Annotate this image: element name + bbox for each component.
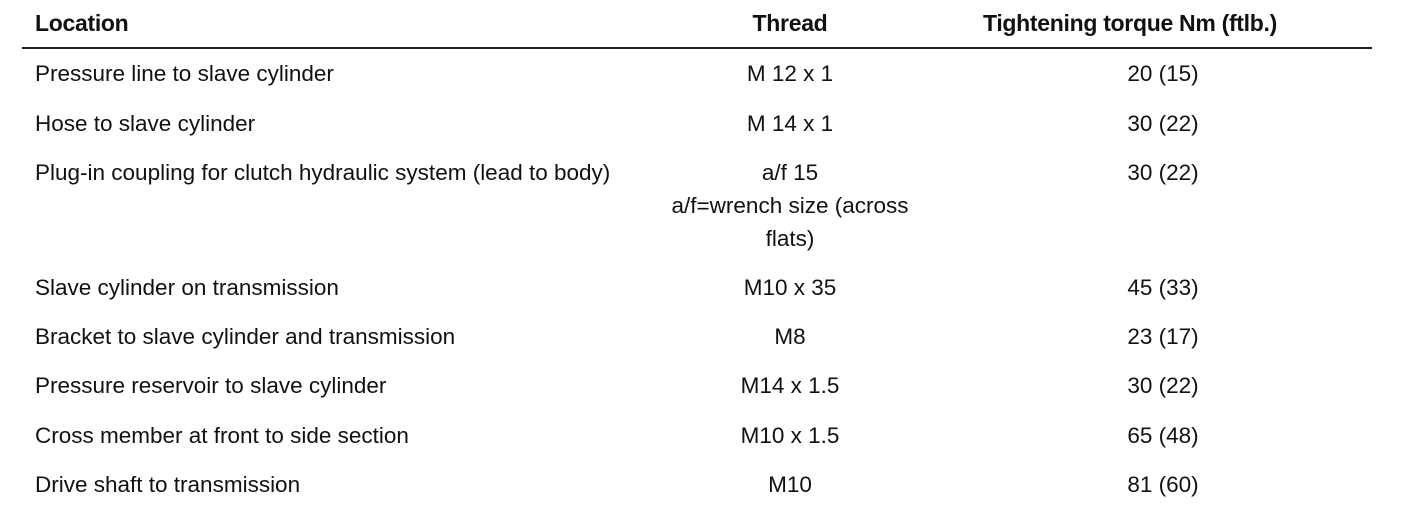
thread-cell: M14 x 1.5 — [740, 373, 840, 398]
torque-cell: 20 (15) — [1127, 61, 1199, 86]
thread-cell: M10 x 1.5 — [740, 423, 840, 448]
location-cell: Bracket to slave cylinder and transmissi… — [35, 324, 456, 349]
location-cell: Pressure reservoir to slave cylinder — [35, 373, 387, 398]
thread-cell: M 14 x 1 — [746, 111, 834, 136]
location-cell: Hose to slave cylinder — [35, 111, 256, 136]
header-torque: Tightening torque Nm (ftlb.) — [983, 10, 1277, 36]
header-location: Location — [35, 10, 129, 36]
location-cell: Pressure line to slave cylinder — [35, 61, 334, 86]
location-cell: Cross member at front to side section — [35, 423, 409, 448]
header-thread: Thread — [752, 10, 828, 36]
thread-cell: M 12 x 1 — [746, 61, 834, 86]
thread-cell: M8 — [774, 324, 806, 349]
thread-line: flats) — [765, 226, 815, 251]
torque-cell: 30 (22) — [1127, 160, 1199, 185]
thread-cell: a/f 15 a/f=wrench size (across flats) — [620, 156, 960, 255]
location-cell: Slave cylinder on transmission — [35, 275, 339, 300]
torque-cell: 65 (48) — [1127, 423, 1199, 448]
thread-line: a/f 15 — [761, 160, 819, 185]
thread-line: a/f=wrench size (across — [671, 193, 909, 218]
torque-cell: 81 (60) — [1127, 472, 1199, 497]
location-cell: Drive shaft to transmission — [35, 472, 301, 497]
header-divider — [22, 47, 1372, 49]
thread-cell: M10 x 35 — [743, 275, 837, 300]
torque-cell: 30 (22) — [1127, 373, 1199, 398]
torque-cell: 30 (22) — [1127, 111, 1199, 136]
thread-cell: M10 — [768, 472, 812, 497]
torque-cell: 23 (17) — [1127, 324, 1199, 349]
location-cell: Plug-in coupling for clutch hydraulic sy… — [35, 160, 611, 185]
torque-cell: 45 (33) — [1127, 275, 1199, 300]
